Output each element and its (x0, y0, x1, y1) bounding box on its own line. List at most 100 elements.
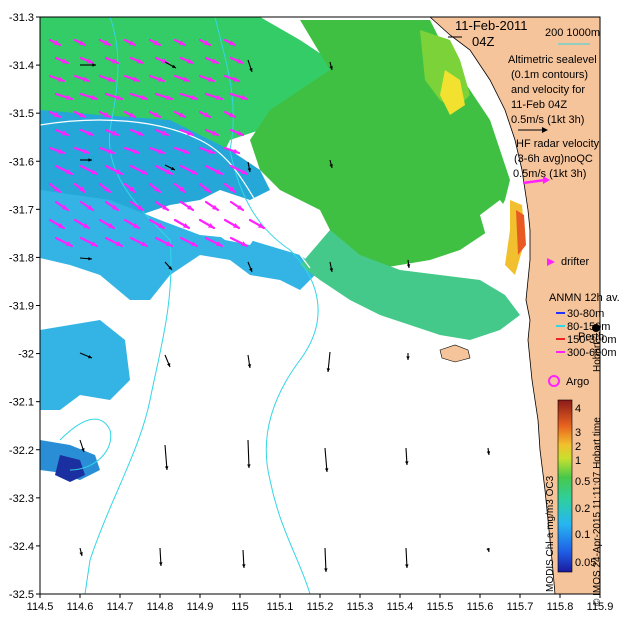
velocity-arrowhead (183, 76, 189, 82)
lat-tick-label: -32 (18, 349, 34, 361)
velocity-arrowhead (216, 94, 222, 100)
land (430, 17, 600, 594)
velocity-arrowhead (88, 355, 92, 359)
velocity-arrowhead (247, 168, 251, 172)
velocity-arrowhead (166, 169, 172, 174)
velocity-arrowhead (129, 40, 135, 45)
velocity-arrowhead (112, 130, 118, 136)
lon-tick-label: 114.9 (187, 601, 214, 613)
velocity-arrowhead (237, 58, 243, 64)
velocity-arrowhead (137, 58, 143, 64)
velocity-arrowhead (204, 40, 210, 45)
velocity-arrowhead (83, 223, 89, 228)
altimetry-arrows (79, 59, 491, 573)
velocity-arrowhead (171, 166, 175, 170)
velocity-arrowhead (164, 466, 169, 470)
anmn-title: ANMN 12h av. (549, 292, 620, 304)
lat-tick-label: -31.6 (9, 156, 34, 168)
velocity-arrowhead (154, 112, 160, 117)
velocity-arrowhead (229, 186, 235, 192)
velocity-arrowhead (79, 40, 85, 45)
colorbar-gradient (557, 399, 573, 573)
coastline (429, 16, 556, 595)
velocity-arrow (164, 444, 168, 471)
hobart-label: Hobart (592, 342, 603, 372)
hf-radar-arrows (48, 38, 266, 248)
velocity-arrowhead (212, 58, 218, 64)
velocity-arrowhead (208, 148, 214, 154)
velocity-arrowhead (66, 94, 72, 100)
velocity-arrowhead (241, 169, 247, 174)
velocity-arrowhead (104, 112, 110, 117)
lon-tick-label: 115.1 (267, 601, 294, 613)
hf-line-2: 0.5m/s (1kt 3h) (513, 168, 586, 180)
velocity-arrowhead (137, 204, 143, 210)
velocity-arrowhead (66, 169, 72, 174)
velocity-arrowhead (216, 241, 222, 246)
alt-line-2: and velocity for (511, 84, 585, 96)
drifter-marker (547, 258, 555, 266)
velocity-arrowhead (54, 112, 60, 117)
anmn-item-1: 80-150m (567, 321, 610, 333)
velocity-arrowhead (91, 169, 97, 174)
velocity-arrow (324, 447, 328, 473)
lon-tick-label: 115.5 (427, 601, 454, 613)
velocity-arrowhead (486, 548, 490, 552)
velocity-arrowhead (116, 241, 122, 246)
velocity-arrowhead (133, 223, 139, 228)
velocity-arrowhead (158, 148, 164, 154)
alt-line-4: 0.5m/s (1kt 3h) (511, 114, 584, 126)
lat-tick-label: -32.5 (9, 589, 34, 601)
colorbar-tick-0: 4 (575, 403, 581, 415)
anmn-item-3: 300-600m (567, 347, 617, 359)
velocity-arrowhead (183, 223, 189, 228)
velocity-arrowhead (79, 186, 85, 192)
lon-tick-label: 115.4 (387, 601, 414, 613)
velocity-arrowhead (405, 461, 409, 465)
velocity-arrowhead (58, 76, 64, 82)
velocity-arrowhead (406, 264, 411, 268)
velocity-arrowhead (247, 464, 251, 468)
scale-label: 200 1000m (545, 27, 600, 39)
velocity-arrowhead (204, 112, 210, 117)
velocity-arrowhead (166, 94, 172, 100)
velocity-arrowhead (242, 564, 246, 568)
velocity-arrowhead (66, 241, 72, 246)
velocity-arrowhead (249, 268, 253, 272)
velocity-arrowhead (133, 148, 139, 154)
velocity-arrowhead (324, 568, 328, 572)
lat-tick-label: -31.8 (9, 252, 34, 264)
velocity-arrowhead (406, 356, 410, 360)
velocity-arrowhead (329, 268, 333, 272)
depth-contours (59, 16, 319, 595)
lon-tick-label: 115.6 (467, 601, 494, 613)
velocity-arrowhead (249, 68, 253, 72)
lat-tick-label: -31.4 (9, 60, 34, 72)
velocity-arrowhead (108, 76, 114, 82)
island (439, 344, 471, 363)
velocity-arrowhead (167, 363, 171, 367)
anmn-item-2: 150-300m (567, 334, 617, 346)
lat-tick-label: -32.1 (9, 397, 34, 409)
velocity-arrowhead (179, 40, 185, 45)
velocity-arrowhead (158, 76, 164, 82)
velocity-arrowhead (237, 130, 243, 136)
velocity-arrowhead (216, 169, 222, 174)
velocity-arrowhead (141, 169, 147, 174)
velocity-arrowhead (179, 112, 185, 117)
velocity-arrowhead (212, 204, 218, 210)
velocity-arrowhead (58, 148, 64, 154)
colorbar-tick-3: 1 (575, 455, 581, 467)
lon-tick-label: 115.8 (547, 601, 574, 613)
velocity-arrowhead (116, 169, 122, 174)
velocity-arrowhead (112, 58, 118, 64)
velocity-arrowhead (162, 58, 168, 64)
velocity-arrowhead (91, 241, 97, 246)
velocity-arrowhead (183, 148, 189, 154)
lat-tick-label: -32.3 (9, 493, 34, 505)
hf-line-1: (3-6h avg)noQC (514, 153, 593, 165)
velocity-arrowhead (204, 186, 210, 192)
velocity-arrowhead (104, 40, 110, 45)
velocity-arrowhead (229, 40, 235, 45)
